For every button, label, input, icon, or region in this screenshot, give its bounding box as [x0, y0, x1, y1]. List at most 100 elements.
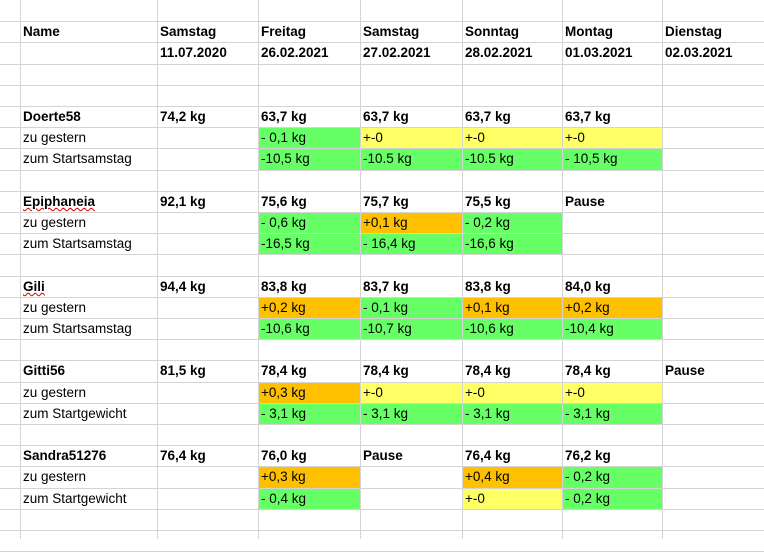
- diff-yesterday-cell[interactable]: +-0: [463, 383, 562, 403]
- person-name[interactable]: Sandra51276: [21, 446, 157, 466]
- diff-yesterday-cell[interactable]: [663, 467, 764, 488]
- row-label-yesterday[interactable]: zu gestern: [21, 213, 157, 233]
- row-label-start[interactable]: zum Startsamstag: [21, 149, 157, 170]
- weight-cell[interactable]: 83,8 kg: [259, 277, 360, 297]
- diff-start-cell[interactable]: -10,7 kg: [361, 319, 462, 339]
- diff-start-cell[interactable]: - 0,2 kg: [563, 489, 662, 509]
- diff-yesterday-cell[interactable]: +0,2 kg: [563, 298, 662, 318]
- diff-start-cell[interactable]: -16,6 kg: [463, 234, 562, 254]
- diff-yesterday-cell[interactable]: +-0: [463, 128, 562, 148]
- header-day[interactable]: Dienstag: [663, 22, 764, 42]
- header-day[interactable]: Samstag: [158, 22, 258, 42]
- diff-start-cell[interactable]: -10,6 kg: [259, 319, 360, 339]
- diff-yesterday-cell[interactable]: +0,1 kg: [463, 298, 562, 318]
- person-name[interactable]: Gili: [21, 277, 157, 297]
- header-day[interactable]: Montag: [563, 22, 662, 42]
- diff-start-cell[interactable]: -10.5 kg: [463, 149, 562, 170]
- weight-cell[interactable]: 75,6 kg: [259, 192, 360, 212]
- weight-cell[interactable]: 63,7 kg: [259, 107, 360, 127]
- diff-start-cell[interactable]: [663, 234, 764, 254]
- diff-yesterday-cell[interactable]: [563, 213, 662, 233]
- diff-yesterday-cell[interactable]: [361, 467, 462, 488]
- diff-start-cell[interactable]: [663, 489, 764, 509]
- header-date[interactable]: 26.02.2021: [259, 43, 360, 64]
- row-label-yesterday[interactable]: zu gestern: [21, 298, 157, 318]
- diff-yesterday-cell[interactable]: +0,4 kg: [463, 467, 562, 488]
- diff-start-cell[interactable]: - 10,5 kg: [563, 149, 662, 170]
- weight-cell[interactable]: Pause: [563, 192, 662, 212]
- diff-start-cell[interactable]: [361, 489, 462, 509]
- header-date[interactable]: 02.03.2021: [663, 43, 764, 64]
- weight-cell[interactable]: 63,7 kg: [361, 107, 462, 127]
- weight-cell[interactable]: [663, 277, 764, 297]
- diff-yesterday-cell[interactable]: +-0: [361, 383, 462, 403]
- diff-yesterday-cell[interactable]: - 0,1 kg: [361, 298, 462, 318]
- start-weight[interactable]: 92,1 kg: [158, 192, 258, 212]
- diff-start-cell[interactable]: - 3,1 kg: [563, 404, 662, 424]
- weight-cell[interactable]: [663, 107, 764, 127]
- diff-yesterday-cell[interactable]: +-0: [361, 128, 462, 148]
- weight-cell[interactable]: [663, 446, 764, 466]
- start-weight[interactable]: 81,5 kg: [158, 361, 258, 382]
- row-label-yesterday[interactable]: zu gestern: [21, 383, 157, 403]
- weight-cell[interactable]: 78,4 kg: [259, 361, 360, 382]
- weight-cell[interactable]: [663, 192, 764, 212]
- diff-yesterday-cell[interactable]: [663, 383, 764, 403]
- diff-yesterday-cell[interactable]: +-0: [563, 383, 662, 403]
- diff-start-cell[interactable]: -16,5 kg: [259, 234, 360, 254]
- row-label-start[interactable]: zum Startsamstag: [21, 319, 157, 339]
- diff-start-cell[interactable]: -10,5 kg: [259, 149, 360, 170]
- diff-start-cell[interactable]: - 0,4 kg: [259, 489, 360, 509]
- start-weight[interactable]: 94,4 kg: [158, 277, 258, 297]
- person-name[interactable]: Gitti56: [21, 361, 157, 382]
- header-name[interactable]: Name: [21, 22, 157, 42]
- diff-start-cell[interactable]: [663, 404, 764, 424]
- weight-cell[interactable]: Pause: [361, 446, 462, 466]
- weight-cell[interactable]: Pause: [663, 361, 764, 382]
- weight-cell[interactable]: 76,2 kg: [563, 446, 662, 466]
- weight-cell[interactable]: 63,7 kg: [463, 107, 562, 127]
- header-day[interactable]: Sonntag: [463, 22, 562, 42]
- diff-start-cell[interactable]: - 3,1 kg: [361, 404, 462, 424]
- diff-yesterday-cell[interactable]: +0,3 kg: [259, 383, 360, 403]
- row-label-start[interactable]: zum Startgewicht: [21, 489, 157, 509]
- weight-cell[interactable]: 84,0 kg: [563, 277, 662, 297]
- weight-cell[interactable]: 76,4 kg: [463, 446, 562, 466]
- diff-yesterday-cell[interactable]: [663, 298, 764, 318]
- weight-cell[interactable]: 83,7 kg: [361, 277, 462, 297]
- diff-yesterday-cell[interactable]: - 0,6 kg: [259, 213, 360, 233]
- person-name[interactable]: Doerte58: [21, 107, 157, 127]
- header-date[interactable]: 27.02.2021: [361, 43, 462, 64]
- start-weight[interactable]: 76,4 kg: [158, 446, 258, 466]
- weight-cell[interactable]: 75,5 kg: [463, 192, 562, 212]
- diff-start-cell[interactable]: - 3,1 kg: [463, 404, 562, 424]
- row-label-yesterday[interactable]: zu gestern: [21, 467, 157, 488]
- weight-cell[interactable]: 83,8 kg: [463, 277, 562, 297]
- weight-cell[interactable]: 78,4 kg: [361, 361, 462, 382]
- diff-yesterday-cell[interactable]: +-0: [563, 128, 662, 148]
- diff-yesterday-cell[interactable]: - 0,2 kg: [563, 467, 662, 488]
- weight-cell[interactable]: 75,7 kg: [361, 192, 462, 212]
- weight-cell[interactable]: 78,4 kg: [463, 361, 562, 382]
- diff-start-cell[interactable]: -10,4 kg: [563, 319, 662, 339]
- diff-yesterday-cell[interactable]: +0,1 kg: [361, 213, 462, 233]
- row-label-start[interactable]: zum Startsamstag: [21, 234, 157, 254]
- diff-yesterday-cell[interactable]: [663, 213, 764, 233]
- person-name[interactable]: Epiphaneia: [21, 192, 157, 212]
- diff-start-cell[interactable]: -10.5 kg: [361, 149, 462, 170]
- weight-cell[interactable]: 76,0 kg: [259, 446, 360, 466]
- diff-start-cell[interactable]: +-0: [463, 489, 562, 509]
- header-day[interactable]: Samstag: [361, 22, 462, 42]
- diff-yesterday-cell[interactable]: +0,2 kg: [259, 298, 360, 318]
- diff-yesterday-cell[interactable]: - 0,1 kg: [259, 128, 360, 148]
- diff-start-cell[interactable]: [563, 234, 662, 254]
- diff-start-cell[interactable]: [663, 149, 764, 170]
- diff-start-cell[interactable]: -10,6 kg: [463, 319, 562, 339]
- header-date[interactable]: 01.03.2021: [563, 43, 662, 64]
- header-date[interactable]: 11.07.2020: [158, 43, 258, 64]
- start-weight[interactable]: 74,2 kg: [158, 107, 258, 127]
- weight-cell[interactable]: 78,4 kg: [563, 361, 662, 382]
- row-label-yesterday[interactable]: zu gestern: [21, 128, 157, 148]
- diff-start-cell[interactable]: [663, 319, 764, 339]
- diff-yesterday-cell[interactable]: - 0,2 kg: [463, 213, 562, 233]
